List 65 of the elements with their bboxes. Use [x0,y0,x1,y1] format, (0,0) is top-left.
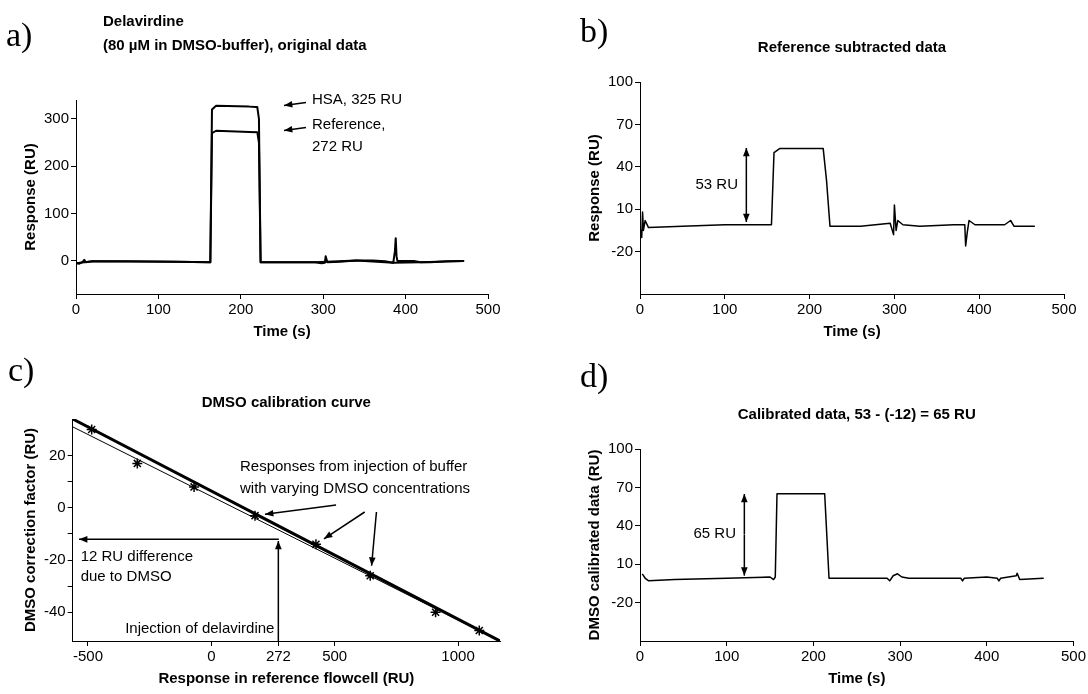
y-tick-label: 200 [44,156,70,174]
y-tick-label: 0 [60,251,70,269]
chart-subtitle: (80 µM in DMSO-buffer), original data [103,36,368,54]
x-tick-label: 500 [1060,647,1086,665]
x-tick-label: 500 [1051,300,1077,318]
y-tick-label: -40 [43,602,66,620]
chart-title: Delavirdine [103,12,184,30]
text: a) [6,16,33,54]
y-tick-label: 100 [608,72,634,90]
x-tick-label: 1000 [441,647,475,665]
x-tick-label: 0 [635,300,645,318]
text: b) [580,12,609,50]
x-tick-label: 100 [145,300,171,318]
x-tick-label: 400 [393,300,419,318]
y-tick-label: 10 [616,554,634,572]
x-tick-label: 272 [265,647,291,665]
annotation: Responses from injection of buffer with varying DMSO concentrations [239,457,471,497]
y-axis-title: DMSO correction factor (RU) [21,427,39,633]
x-tick-label: 0 [71,300,81,318]
x-tick-label: 0 [635,647,645,665]
x-axis-title: Time (s) [828,669,886,687]
x-tick-label: 200 [797,300,823,318]
annotation: Injection of delavirdine [125,619,275,637]
chart-title: DMSO calibration curve [201,393,371,411]
y-tick-label: 300 [44,109,70,127]
annotation: HSA, 325 RU [312,90,403,108]
y-tick-label: 100 [608,439,634,457]
x-tick-label: -500 [72,647,103,665]
x-tick-label: 500 [322,647,348,665]
x-axis-title: Time (s) [253,322,311,340]
y-tick-label: 40 [616,156,634,174]
y-axis-title: Response (RU) [585,134,603,242]
y-tick-label: 70 [616,477,634,495]
y-axis-title: Response (RU) [21,143,39,251]
annotation: 65 RU [693,524,736,542]
x-axis-title: Time (s) [823,322,881,340]
annotation: Reference, 272 RU [312,115,386,155]
x-tick-label: 200 [800,647,826,665]
y-tick-label: -20 [611,241,634,259]
y-tick-label: 70 [616,114,634,132]
x-tick-label: 300 [887,647,913,665]
x-axis-title: Response in reference flowcell (RU) [158,669,415,687]
annotation: 53 RU [695,175,738,193]
y-tick-label: 0 [57,497,66,515]
text: d) [580,357,609,395]
x-tick-label: 100 [714,647,740,665]
x-tick-label: 0 [207,647,216,665]
x-tick-label: 400 [974,647,1000,665]
x-tick-label: 500 [475,300,501,318]
x-tick-label: 300 [310,300,336,318]
x-tick-label: 100 [712,300,738,318]
y-tick-label: -20 [43,550,66,568]
x-tick-label: 400 [966,300,992,318]
x-tick-label: 300 [881,300,907,318]
x-tick-label: 200 [228,300,254,318]
annotation: 12 RU difference due to DMSO [80,547,193,585]
chart-title: Reference subtracted data [757,38,947,56]
y-tick-label: 40 [616,515,634,533]
y-axis-title: DMSO calibrated data (RU) [585,449,603,641]
chart-title: Calibrated data, 53 - (-12) = 65 RU [737,405,976,423]
y-tick-label: 100 [44,203,70,221]
y-tick-label: 20 [48,445,66,463]
text: c) [8,351,35,389]
y-tick-label: -20 [611,592,634,610]
y-tick-label: 10 [616,199,634,217]
